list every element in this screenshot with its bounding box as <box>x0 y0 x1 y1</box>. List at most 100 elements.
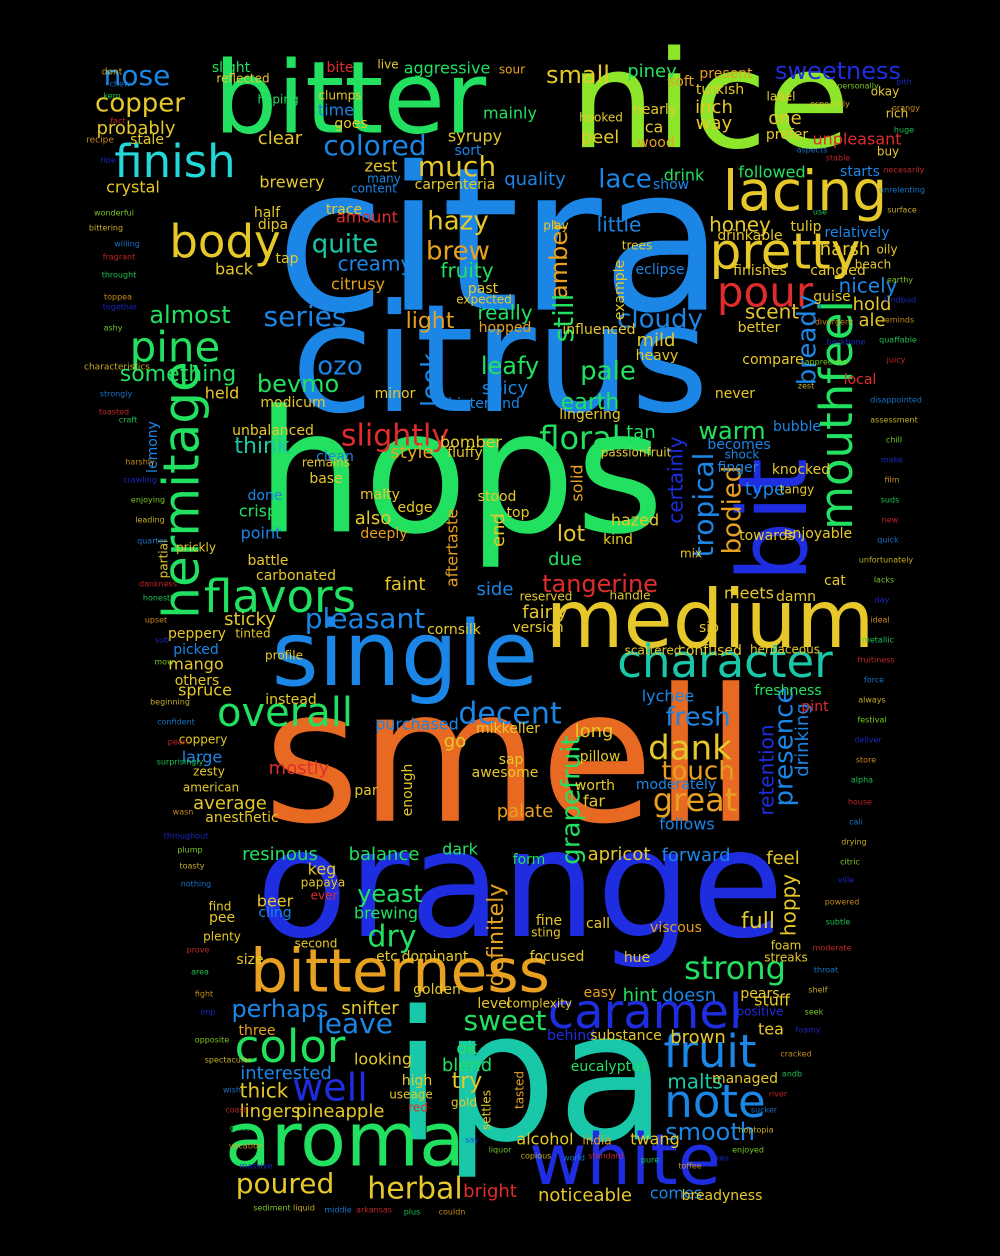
word-fine: fine <box>536 913 562 929</box>
word-recipe: recipe <box>86 136 114 146</box>
word-bite: bite <box>327 60 354 76</box>
word-small: small <box>546 61 610 89</box>
word-sip: sip <box>699 620 719 636</box>
word-noticeable: noticeable <box>538 1185 632 1206</box>
word-cat: cat <box>824 573 846 589</box>
word-crystal: crystal <box>106 178 160 197</box>
word-heavy: heavy <box>636 348 679 364</box>
word-clumps: clumps <box>318 89 361 103</box>
word-follows: follows <box>659 815 715 834</box>
word-end: end <box>488 513 509 547</box>
word-label: label <box>766 90 795 104</box>
word-upset: upset <box>145 616 167 625</box>
word-kind: kind <box>603 532 633 548</box>
word-tulip: tulip <box>790 219 821 235</box>
word-probably: probably <box>97 118 176 139</box>
word-becomes: becomes <box>707 437 770 453</box>
word-willing: willing <box>114 240 140 249</box>
word-call: call <box>586 916 610 932</box>
word-beach: beach <box>855 258 892 272</box>
word-lace: lace <box>598 165 651 195</box>
word-streaks: streaks <box>764 951 808 965</box>
word-example: example <box>612 260 628 320</box>
word-sap: sap <box>499 752 524 768</box>
word-clear: clear <box>258 128 303 149</box>
word-mow: mow <box>154 658 174 667</box>
word-harshly: harshly <box>125 458 155 467</box>
word-backbone: backbone <box>827 338 866 347</box>
word-area: area <box>191 968 209 977</box>
word-hint: hint <box>623 985 658 1006</box>
word-leading: leading <box>135 516 165 525</box>
word-done: done <box>248 488 283 504</box>
word-guise: guise <box>813 289 851 305</box>
word-malty: malty <box>360 487 400 503</box>
word-prefer: prefer <box>766 127 808 143</box>
word-tropical: tropical <box>687 453 720 558</box>
word-bitterness: bitterness <box>250 937 550 1007</box>
word-hazed: hazed <box>611 511 659 530</box>
word-many: many <box>367 172 401 186</box>
word-bevmo: bevmo <box>257 370 339 398</box>
word-foamy: foamy <box>795 1026 820 1035</box>
word-pure: pure <box>641 1156 659 1165</box>
word-alcohol: alcohol <box>516 1130 573 1149</box>
word-dipa: dipa <box>258 217 288 233</box>
word-turkish: turkish <box>696 82 744 98</box>
word-starts: starts <box>840 164 880 180</box>
word-liquid: liquid <box>293 1204 315 1213</box>
word-standard: standard <box>588 1152 623 1161</box>
word-forward: forward <box>661 845 730 866</box>
word-likes: likes <box>711 1154 729 1163</box>
word-pillow: pillow <box>580 749 621 765</box>
word-strong: strong <box>684 949 786 987</box>
word-past: past <box>468 281 499 297</box>
word-fairly: fairly <box>522 602 568 623</box>
word-aggressive: aggressive <box>404 59 491 78</box>
word-note: note <box>664 1075 765 1128</box>
word-confused: confused <box>678 643 742 659</box>
word-pour: pour <box>717 268 814 317</box>
word-wasn: wasn <box>173 808 194 817</box>
word-house: house <box>848 798 872 807</box>
word-fragrant: fragrant <box>103 253 135 262</box>
word-stuff: stuff <box>754 991 791 1010</box>
word-hold: hold <box>853 294 892 315</box>
word-plump: plump <box>177 846 202 855</box>
word-surprisingly: surprisingly <box>157 758 204 767</box>
word-enjoyable: enjoyable <box>784 526 852 542</box>
word-herbaceous: herbaceous <box>750 643 820 657</box>
word-snifter: snifter <box>341 998 399 1019</box>
word-alpha: alpha <box>851 776 873 785</box>
word-confident: confident <box>157 718 195 727</box>
word-lot: lot <box>557 522 586 547</box>
word-coppery: coppery <box>179 733 228 747</box>
word-spruce: spruce <box>178 681 232 700</box>
word-solid: solid <box>568 464 587 501</box>
word-scent: scent <box>745 300 799 324</box>
word-pale: pale <box>580 357 636 387</box>
word-opposite: opposite <box>195 1036 229 1045</box>
word-ca: ca <box>645 118 664 137</box>
word-passionfruit: passionfruit <box>601 446 672 460</box>
word-honestly: honestly <box>143 594 177 603</box>
word-harsh: harsh <box>820 239 871 260</box>
word-shelf: shelf <box>808 986 827 995</box>
word-sour: sour <box>499 63 525 77</box>
word-white: white <box>529 1119 721 1201</box>
word-style: style <box>390 442 433 463</box>
word-look: look <box>417 353 447 407</box>
word-inch: inch <box>695 97 733 118</box>
word-smell: smell <box>263 649 756 865</box>
word-nose: nose <box>104 59 171 92</box>
word-cloudy: cloudy <box>617 305 703 335</box>
word-mainly: mainly <box>483 104 537 123</box>
word-mango: mango <box>168 655 223 674</box>
word-suds: suds <box>881 496 899 505</box>
word-bready: bready <box>793 295 823 385</box>
word-world: world <box>563 1154 585 1163</box>
word-prickly: prickly <box>176 541 216 555</box>
word-resinous: resinous <box>242 844 318 865</box>
word-copious: copious <box>521 1152 552 1161</box>
